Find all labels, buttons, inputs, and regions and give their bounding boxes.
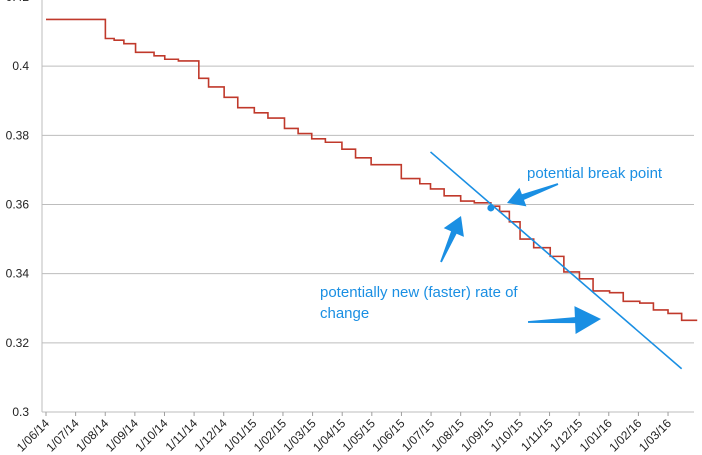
y-tick-label: 0.36 — [6, 198, 30, 212]
y-tick-label: 0.3 — [12, 405, 29, 419]
break-point-marker — [487, 204, 495, 212]
arrow-right-to-line — [527, 306, 601, 335]
break-point-label: potential break point — [527, 165, 663, 182]
series-layer — [46, 18, 698, 322]
y-tick-label: 0.32 — [6, 336, 30, 350]
y-tick-label: 0.38 — [6, 128, 30, 142]
rate-label-line1: potentially new (faster) rate of — [320, 284, 518, 301]
annotation-layer: potential break point potentially new (f… — [320, 151, 683, 370]
x-tick-label: 1/10/15 — [488, 416, 526, 454]
rate-label-line2: change — [320, 305, 369, 322]
x-axis-ticks: 1/06/141/07/141/08/141/09/141/10/141/11/… — [14, 412, 674, 454]
y-tick-label: 0.4 — [12, 59, 29, 73]
x-tick-label: 1/10/14 — [132, 416, 170, 454]
y-tick-label: 0.42 — [6, 0, 30, 4]
series-line — [46, 18, 698, 322]
grid-lines — [41, 0, 694, 413]
y-tick-label: 0.34 — [6, 267, 30, 281]
x-tick-label: 1/03/16 — [636, 416, 674, 454]
y-axis-ticks: 0.3 0.32 0.34 0.36 0.38 0.4 0.42 — [6, 0, 30, 419]
arrow-to-break-point — [507, 183, 559, 207]
arrow-up-to-line — [440, 216, 464, 263]
trend-line — [429, 151, 683, 370]
